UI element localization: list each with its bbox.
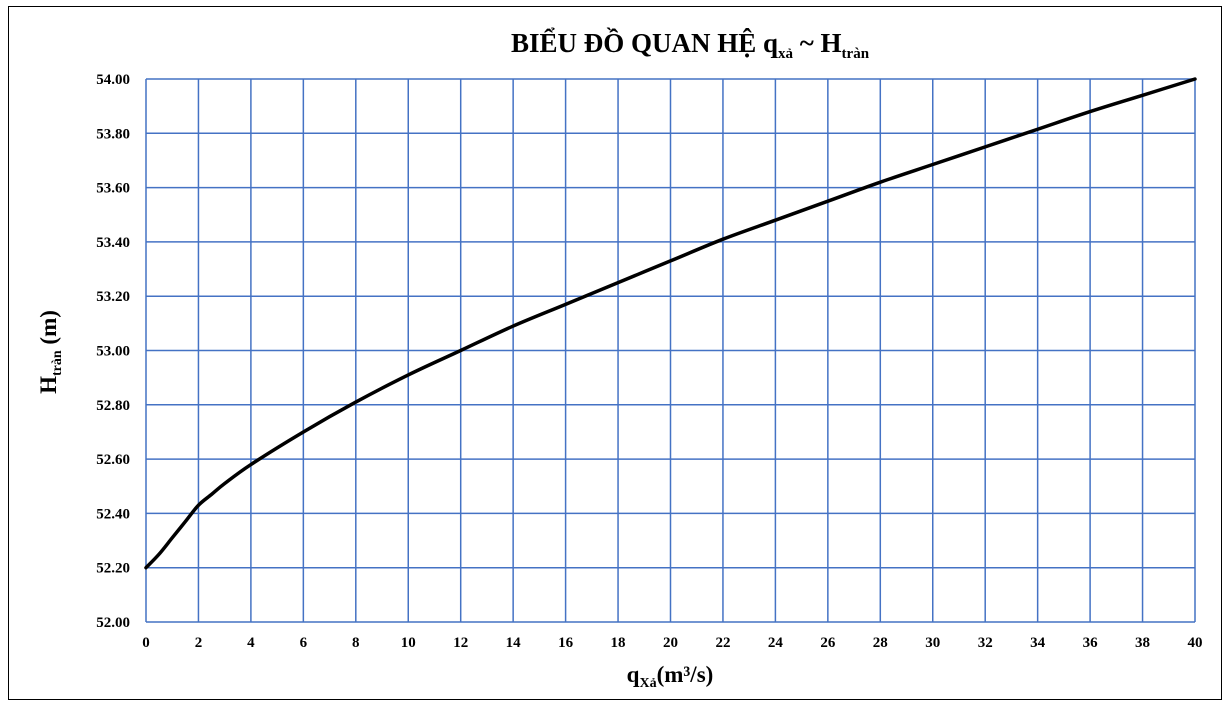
x-tick-label-17: 34 [1030, 635, 1046, 651]
y-tick-label-1: 52.20 [96, 561, 130, 577]
series-layer [144, 77, 1197, 570]
y-tick-label-6: 53.20 [96, 289, 130, 305]
chart-title-sub2: tràn [842, 46, 870, 62]
chart-frame [8, 6, 1222, 700]
x-tick-label-0: 0 [142, 635, 150, 651]
x-tick-label-15: 30 [925, 635, 940, 651]
y-tick-labels: 52.00 52.20 52.40 52.60 52.80 53.00 53.20 53.40… [96, 72, 130, 631]
y-tick-label-8: 53.60 [96, 181, 130, 197]
x-axis-label-sub: Xả [639, 676, 656, 691]
y-axis-label-rest: (m) [36, 310, 61, 350]
series-line-0 [144, 77, 1197, 570]
x-tick-label-14: 28 [873, 635, 888, 651]
x-tick-label-6: 12 [453, 635, 468, 651]
x-tick-label-16: 32 [978, 635, 993, 651]
x-tick-label-2: 4 [247, 635, 255, 651]
chart-title-main: BIỂU ĐỒ QUAN HỆ q [511, 27, 778, 58]
grid [145, 78, 1196, 623]
x-tick-label-20: 40 [1188, 635, 1203, 651]
y-tick-label-4: 52.80 [96, 398, 130, 414]
x-tick-label-1: 2 [195, 635, 203, 651]
x-tick-label-9: 18 [611, 635, 626, 651]
x-tick-label-5: 10 [401, 635, 416, 651]
x-axis-label: qXả(m³/s) [627, 662, 714, 691]
x-tick-label-3: 6 [300, 635, 308, 651]
x-tick-label-4: 8 [352, 635, 360, 651]
chart-title-sub1: xả [778, 46, 794, 62]
x-tick-label-11: 22 [715, 635, 730, 651]
y-tick-label-9: 53.80 [96, 126, 130, 142]
y-axis-label-main: H [36, 376, 61, 394]
x-tick-label-18: 36 [1083, 635, 1099, 651]
x-tick-label-13: 26 [820, 635, 836, 651]
x-tick-label-8: 16 [558, 635, 574, 651]
y-tick-label-7: 53.40 [96, 235, 130, 251]
x-tick-label-7: 14 [506, 635, 522, 651]
chart-title-mid: ~ H [793, 28, 842, 58]
y-tick-label-5: 53.00 [96, 344, 130, 360]
y-tick-label-3: 52.60 [96, 452, 130, 468]
x-axis-label-main: q [627, 662, 640, 687]
y-tick-label-2: 52.40 [96, 506, 130, 522]
y-tick-label-10: 54.00 [96, 72, 130, 88]
y-axis-label: Htràn (m) [36, 310, 65, 394]
x-axis-label-rest: (m³/s) [657, 662, 714, 687]
x-tick-label-12: 24 [768, 635, 784, 651]
x-tick-label-10: 20 [663, 635, 678, 651]
y-tick-label-0: 52.00 [96, 615, 130, 631]
chart-title: BIỂU ĐỒ QUAN HỆ qxả ~ Htràn [511, 27, 870, 62]
x-tick-labels: 0 2 4 6 8 10 12 14 16 18 20 22 24 26 28 30 32 34 36 38 40 [142, 635, 1202, 651]
x-tick-label-19: 38 [1135, 635, 1150, 651]
y-axis-label-sub: tràn [50, 350, 65, 376]
